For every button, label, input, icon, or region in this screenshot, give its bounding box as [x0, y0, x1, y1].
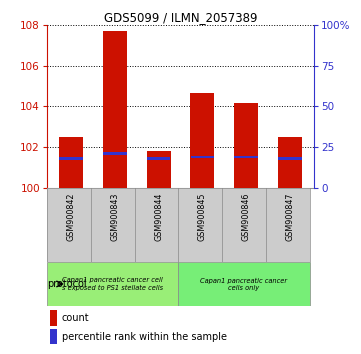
Bar — [178, 262, 310, 306]
Bar — [49, 329, 57, 344]
Bar — [191, 155, 214, 158]
Text: GSM900843: GSM900843 — [110, 193, 119, 241]
Bar — [234, 155, 258, 158]
Bar — [47, 262, 178, 306]
Text: GSM900845: GSM900845 — [198, 193, 207, 241]
Text: GSM900846: GSM900846 — [242, 193, 251, 241]
Bar — [190, 93, 214, 188]
Text: protocol: protocol — [47, 279, 87, 289]
Bar — [103, 31, 127, 188]
Text: GSM900844: GSM900844 — [154, 193, 163, 241]
Bar — [103, 152, 127, 155]
Bar — [147, 157, 170, 160]
Title: GDS5099 / ILMN_2057389: GDS5099 / ILMN_2057389 — [104, 11, 257, 24]
Bar — [59, 137, 83, 188]
Text: GSM900842: GSM900842 — [66, 193, 75, 241]
Bar — [278, 137, 302, 188]
Bar — [278, 157, 302, 160]
Text: Capan1 pancreatic cancer
cells only: Capan1 pancreatic cancer cells only — [200, 278, 288, 291]
Text: Capan1 pancreatic cancer cell
s exposed to PS1 stellate cells: Capan1 pancreatic cancer cell s exposed … — [62, 277, 163, 291]
Text: count: count — [62, 313, 89, 323]
Bar — [59, 157, 83, 160]
Text: percentile rank within the sample: percentile rank within the sample — [62, 332, 227, 342]
Bar — [147, 151, 171, 188]
Bar — [49, 310, 57, 326]
Bar — [234, 103, 258, 188]
Text: GSM900847: GSM900847 — [286, 193, 295, 241]
